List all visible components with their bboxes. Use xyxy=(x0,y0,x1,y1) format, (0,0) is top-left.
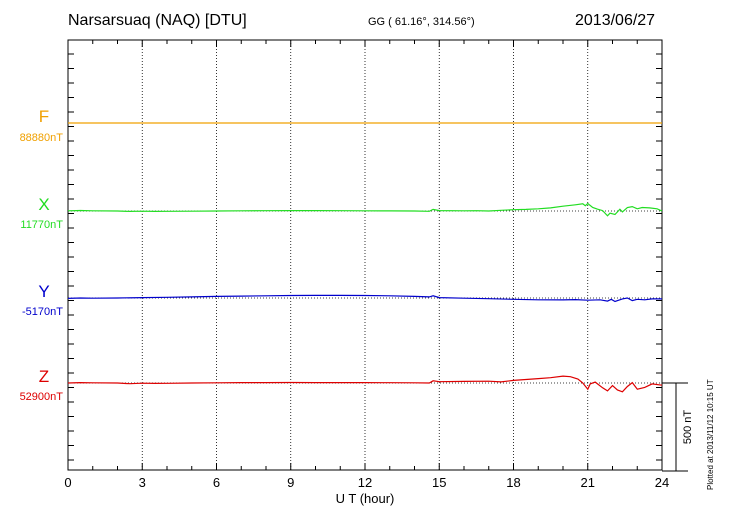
x-tick-label-6: 6 xyxy=(213,475,220,490)
series-x-baseline-label: 11770nT xyxy=(20,219,63,231)
series-x-label: X xyxy=(38,195,49,214)
series-y-line xyxy=(67,294,662,303)
series-z-label: Z xyxy=(39,367,49,386)
scale-bar-label: 500 nT xyxy=(682,410,694,445)
chart-title: Narsarsuaq (NAQ) [DTU] xyxy=(68,12,247,29)
x-tick-label-21: 21 xyxy=(581,475,595,490)
series-z-line xyxy=(67,375,663,393)
series-x-line xyxy=(67,202,663,217)
series-f-baseline-label: 88880nT xyxy=(20,132,64,144)
x-tick-label-12: 12 xyxy=(358,475,372,490)
series-z-baseline-label: 52900nT xyxy=(20,391,64,403)
x-tick-label-3: 3 xyxy=(139,475,146,490)
station-coordinates: GG ( 61.16°, 314.56°) xyxy=(368,16,475,28)
x-tick-label-24: 24 xyxy=(655,475,669,490)
x-tick-label-18: 18 xyxy=(506,475,520,490)
series-y-baseline-label: -5170nT xyxy=(22,306,63,318)
chart-date: 2013/06/27 xyxy=(575,12,656,29)
x-axis-label: U T (hour) xyxy=(336,491,395,506)
plot-frame xyxy=(67,39,663,471)
series-y-label: Y xyxy=(38,282,49,301)
series-f-label: F xyxy=(39,107,49,126)
x-tick-label-15: 15 xyxy=(432,475,446,490)
x-tick-label-0: 0 xyxy=(64,475,71,490)
x-tick-label-9: 9 xyxy=(287,475,294,490)
